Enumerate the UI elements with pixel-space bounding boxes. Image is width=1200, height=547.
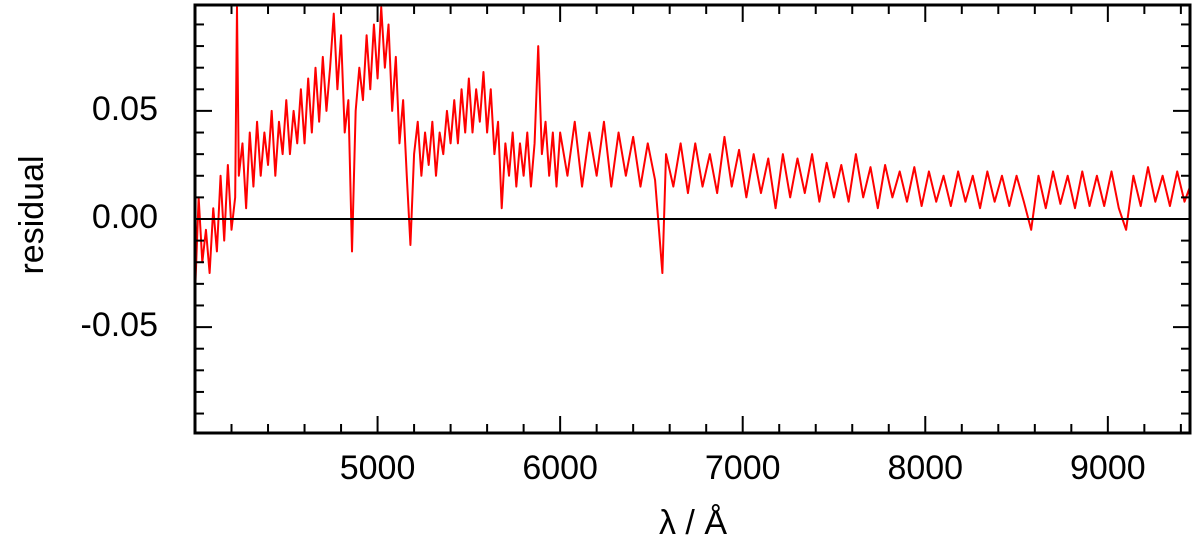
x-tick-label: 8000 [887,449,963,487]
x-tick-label: 7000 [705,449,781,487]
spectrum-line [195,6,1190,295]
y-axis-label: residual [13,155,51,274]
x-tick-label: 5000 [340,449,416,487]
y-tick-label: 0.05 [92,90,158,128]
x-axis-label: λ / Å [659,504,727,542]
y-tick-label: 0.00 [92,198,158,236]
plot-frame [193,3,1192,435]
x-tick-label: 9000 [1070,449,1146,487]
x-tick-label: 6000 [522,449,598,487]
y-tick-label: -0.05 [81,306,159,344]
